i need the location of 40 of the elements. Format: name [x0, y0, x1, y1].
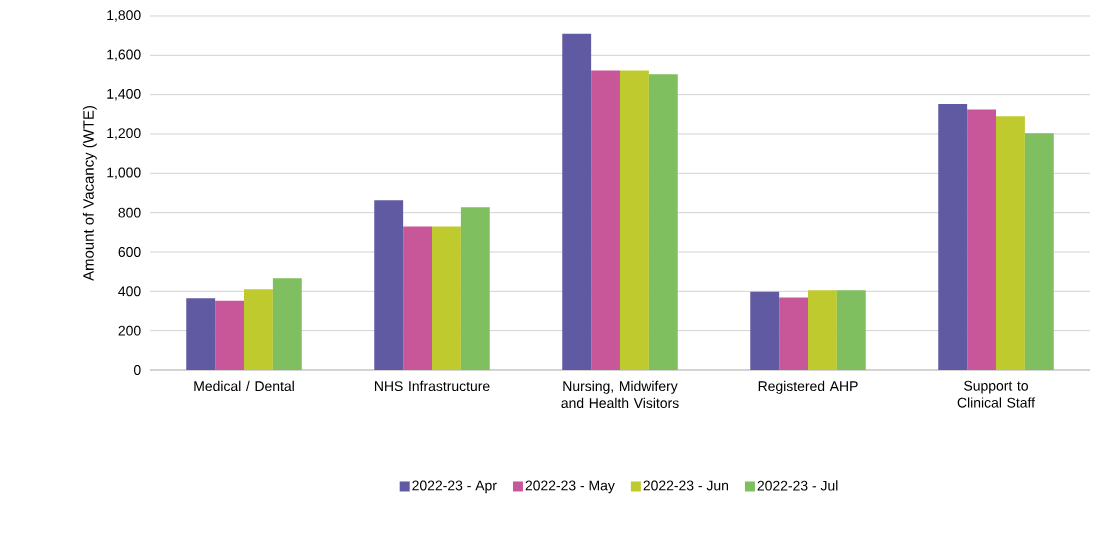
bar — [215, 300, 245, 370]
bar — [186, 298, 216, 370]
bar — [403, 226, 433, 370]
y-axis-title: Amount of Vacancy (WTE) — [82, 106, 97, 281]
bar — [996, 116, 1025, 370]
y-tick-label: 1,400 — [107, 88, 141, 101]
y-tick-label: 0 — [133, 365, 141, 375]
y-tick-label: 800 — [118, 207, 141, 218]
legend-label: 2022-23 - Jun — [643, 480, 729, 491]
bar — [808, 290, 837, 370]
x-tick-label: Registered AHP — [758, 380, 858, 394]
x-tick-label: Medical / Dental — [194, 380, 294, 392]
y-tick-label: 600 — [118, 247, 141, 257]
bar — [779, 297, 809, 370]
y-tick-label: 1,000 — [107, 167, 141, 180]
x-tick-label: Nursing, Midwifery and Health Visitors — [561, 380, 679, 409]
bar — [750, 291, 780, 370]
y-tick-label: 1,200 — [107, 128, 141, 140]
bar — [432, 226, 461, 370]
bar — [272, 278, 302, 370]
x-tick-label: Support to Clinical Staff — [957, 380, 1036, 408]
bar — [591, 70, 621, 370]
bar — [836, 290, 866, 370]
bar — [967, 109, 997, 370]
y-tick-label: 400 — [118, 286, 141, 297]
bar — [1024, 133, 1054, 370]
x-tick-label: NHS Infrastructure — [375, 380, 490, 392]
bar — [244, 289, 273, 370]
bar — [648, 74, 678, 370]
y-tick-label: 200 — [118, 325, 141, 336]
legend-label: 2022-23 - Apr — [412, 480, 497, 494]
y-tick-label: 1,600 — [107, 49, 141, 62]
bar — [938, 103, 968, 370]
bar — [562, 33, 592, 370]
bar — [374, 200, 404, 370]
legend-label: 2022-23 - May — [525, 480, 615, 494]
bar — [460, 207, 490, 370]
y-tick-label: 1,800 — [107, 10, 141, 22]
bar — [620, 70, 649, 370]
legend-label: 2022-23 - Jul — [757, 480, 838, 491]
